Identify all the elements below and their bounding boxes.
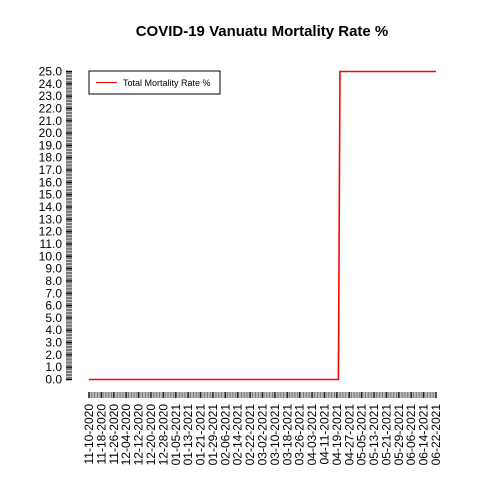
y-tick-label: 10.0 [39, 249, 63, 263]
y-tick-label: 20.0 [39, 126, 63, 140]
x-tick-label: 05-21-2021 [379, 404, 393, 466]
y-tick-label: 18.0 [39, 151, 63, 165]
y-tick-label: 2.0 [45, 348, 62, 362]
x-tick-label: 02-22-2021 [243, 404, 257, 466]
x-tick-label: 11-26-2020 [107, 404, 121, 465]
y-tick-label: 12.0 [39, 225, 63, 239]
x-tick-label: 12-04-2020 [119, 404, 133, 466]
y-tick-label: 25.0 [39, 65, 63, 79]
x-tick-label: 05-05-2021 [355, 404, 369, 466]
x-tick-label: 01-05-2021 [169, 404, 183, 466]
legend-label: Total Mortality Rate % [123, 78, 211, 88]
x-tick-label: 06-06-2021 [404, 404, 418, 466]
x-tick-label: 03-02-2021 [256, 404, 270, 466]
plot-area [89, 70, 436, 381]
y-tick-label: 11.0 [40, 237, 63, 251]
legend: Total Mortality Rate % [88, 70, 221, 95]
legend-box [88, 70, 221, 95]
y-tick-label: 7.0 [45, 286, 62, 300]
chart-title: COVID-19 Vanuatu Mortality Rate % [136, 23, 389, 40]
x-tick-label: 11-10-2020 [82, 404, 96, 465]
x-tick-label: 12-20-2020 [144, 404, 158, 466]
series-line-0 [89, 70, 436, 381]
y-tick-label: 21.0 [39, 114, 63, 128]
x-tick-label: 01-29-2021 [206, 404, 220, 466]
y-tick-label: 9.0 [45, 262, 62, 276]
y-tick-label: 8.0 [45, 274, 62, 288]
x-tick-label: 04-19-2021 [330, 404, 344, 466]
x-tick-label: 01-21-2021 [194, 404, 208, 466]
y-tick-label: 4.0 [45, 323, 62, 337]
y-tick-label: 6.0 [45, 299, 62, 313]
y-tick-label: 24.0 [39, 77, 63, 91]
x-tick-label: 05-29-2021 [392, 404, 406, 466]
x-tick-label: 01-13-2021 [181, 404, 195, 466]
y-tick-label: 0.0 [45, 373, 62, 387]
x-tick-label: 06-14-2021 [417, 404, 431, 466]
x-tick-label: 02-14-2021 [231, 404, 245, 466]
y-tick-label: 13.0 [39, 212, 63, 226]
y-tick-label: 15.0 [39, 188, 63, 202]
y-tick-label: 14.0 [39, 200, 63, 214]
x-tick-label: 02-06-2021 [218, 404, 232, 466]
x-tick-label: 03-10-2021 [268, 404, 282, 466]
x-tick-label: 12-28-2020 [156, 404, 170, 466]
x-tick-label: 03-26-2021 [293, 404, 307, 466]
y-tick-label: 17.0 [39, 163, 63, 177]
y-tick-label: 1.0 [45, 360, 62, 374]
y-tick-label: 22.0 [39, 101, 63, 115]
x-tick-label: 06-22-2021 [429, 404, 443, 466]
y-tick-label: 19.0 [39, 138, 63, 152]
x-tick-label: 04-11-2021 [317, 404, 331, 465]
x-tick-label: 12-12-2020 [132, 404, 146, 466]
y-tick-label: 5.0 [45, 311, 62, 325]
y-tick-label: 16.0 [39, 175, 63, 189]
y-axis: 0.01.02.03.04.05.06.07.08.09.010.011.012… [39, 65, 72, 387]
x-tick-label: 03-18-2021 [280, 404, 294, 466]
x-tick-label: 05-13-2021 [367, 404, 381, 466]
x-tick-label: 11-18-2020 [94, 404, 108, 465]
y-tick-label: 3.0 [45, 336, 62, 350]
x-tick-label: 04-27-2021 [342, 404, 356, 466]
x-tick-label: 04-03-2021 [305, 404, 319, 466]
x-axis: 11-10-202011-18-202011-26-202012-04-2020… [82, 392, 443, 465]
y-tick-label: 23.0 [39, 89, 63, 103]
